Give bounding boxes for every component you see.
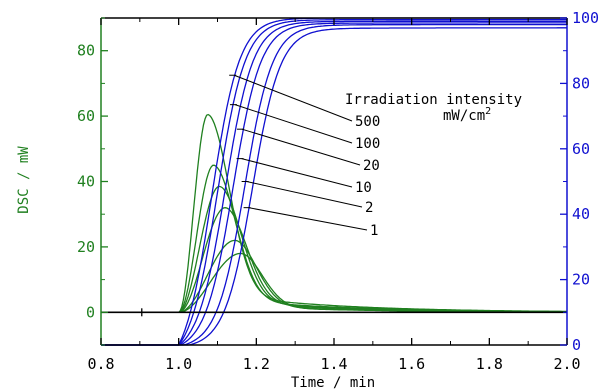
dsc-line-20 [101, 185, 567, 313]
series-label-10: 10 [355, 180, 372, 196]
leader-line-100 [234, 104, 353, 144]
annotations: 500 100 20 10 2 1 [229, 74, 380, 239]
right-y-tick-label: 20 [572, 271, 590, 289]
dsc-line-100 [101, 164, 567, 313]
right-y-tick-label: 100 [572, 9, 599, 27]
left-y-tick-label: 40 [77, 173, 95, 191]
conversion-line-2 [101, 23, 567, 346]
series-label-2: 2 [365, 200, 373, 216]
right-y-tick-label: 60 [572, 140, 590, 158]
right-y-tick-label: 40 [572, 205, 590, 223]
series-label-20: 20 [363, 158, 380, 174]
left-y-tick-label: 60 [77, 107, 95, 125]
conversion-line-500 [101, 17, 567, 346]
conversion-line-20 [101, 20, 567, 346]
conversion-line-10 [101, 22, 567, 346]
axes: 0.8 1.0 1.2 1.4 1.6 1.8 2.00204060800204060801… [77, 9, 599, 373]
leader-line-20 [241, 128, 361, 166]
legend-title: Irradiation intensity [345, 92, 522, 108]
x-tick-label: 1.2 [243, 355, 270, 373]
x-tick-label: 2.0 [553, 355, 580, 373]
dsc-line-2 [101, 239, 567, 313]
leader-line-1 [248, 207, 368, 231]
dsc-line-500 [101, 113, 567, 313]
x-tick-label: 1.4 [320, 355, 347, 373]
right-y-tick-label: 0 [572, 336, 581, 354]
conversion-line-1 [101, 27, 567, 346]
left-y-tick-label: 0 [86, 303, 95, 321]
left-y-tick-label: 80 [77, 42, 95, 60]
series-label-1: 1 [370, 223, 378, 239]
legend-unit-text: mW/cm [443, 108, 485, 124]
legend-unit: mW/cm2 [443, 106, 491, 124]
baseline [101, 308, 567, 317]
leader-line-2 [246, 181, 363, 208]
dsc-line-1 [101, 252, 567, 313]
dsc-curves [101, 113, 567, 313]
right-y-tick-label: 80 [572, 74, 590, 92]
x-tick-label: 0.8 [87, 355, 114, 373]
x-tick-label: 1.6 [398, 355, 425, 373]
series-label-500: 500 [355, 114, 380, 130]
leader-line-500 [234, 74, 353, 122]
left-y-tick-label: 20 [77, 238, 95, 256]
x-tick-label: 1.8 [476, 355, 503, 373]
conversion-curves [101, 17, 567, 346]
x-tick-label: 1.0 [165, 355, 192, 373]
series-label-100: 100 [355, 136, 380, 152]
x-axis-label: Time / min [291, 375, 375, 391]
legend-unit-superscript: 2 [485, 106, 491, 117]
leader-line-10 [241, 158, 353, 188]
left-y-axis-label: DSC / mW [16, 146, 32, 214]
